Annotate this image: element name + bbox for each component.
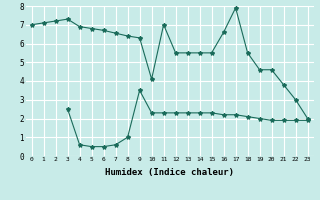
X-axis label: Humidex (Indice chaleur): Humidex (Indice chaleur) <box>105 168 234 177</box>
